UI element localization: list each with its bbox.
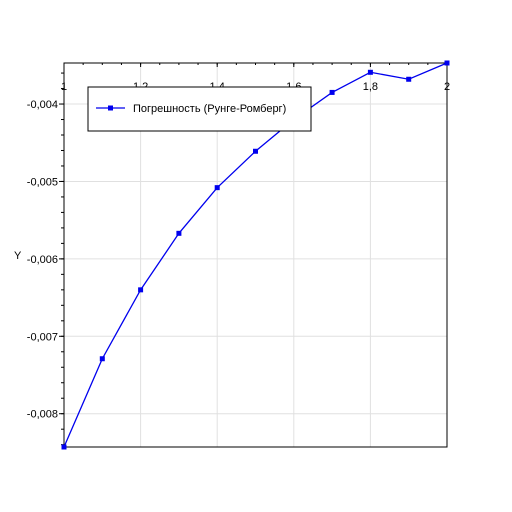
data-point <box>329 89 335 95</box>
y-tick-label: -0,007 <box>27 331 58 343</box>
y-axis: -0,008 -0,007 -0,006 -0,005 -0,004 <box>27 72 64 446</box>
data-point <box>138 287 144 293</box>
data-point <box>406 76 412 82</box>
data-point <box>444 60 450 66</box>
data-point <box>176 230 182 236</box>
y-tick-label: -0,006 <box>27 254 58 266</box>
data-point <box>214 185 220 191</box>
data-point <box>367 69 373 75</box>
y-tick-label: -0,005 <box>27 176 58 188</box>
x-tick-label: 1 <box>61 81 67 93</box>
data-point <box>61 444 67 450</box>
y-tick-label: -0,008 <box>27 409 58 421</box>
legend-box <box>87 86 312 132</box>
legend-label: Погрешность (Рунге-Ромберг) <box>133 103 286 115</box>
y-tick-label: -0,004 <box>27 99 58 111</box>
data-point <box>99 356 105 362</box>
y-axis-label: Y <box>14 250 22 262</box>
x-tick-label: 1,8 <box>363 81 378 93</box>
legend-marker-swatch <box>108 105 113 111</box>
data-point <box>253 148 258 154</box>
legend: Погрешность (Рунге-Ромберг) <box>87 86 312 132</box>
x-tick-label: 2 <box>444 81 450 93</box>
series-layer <box>61 60 450 450</box>
